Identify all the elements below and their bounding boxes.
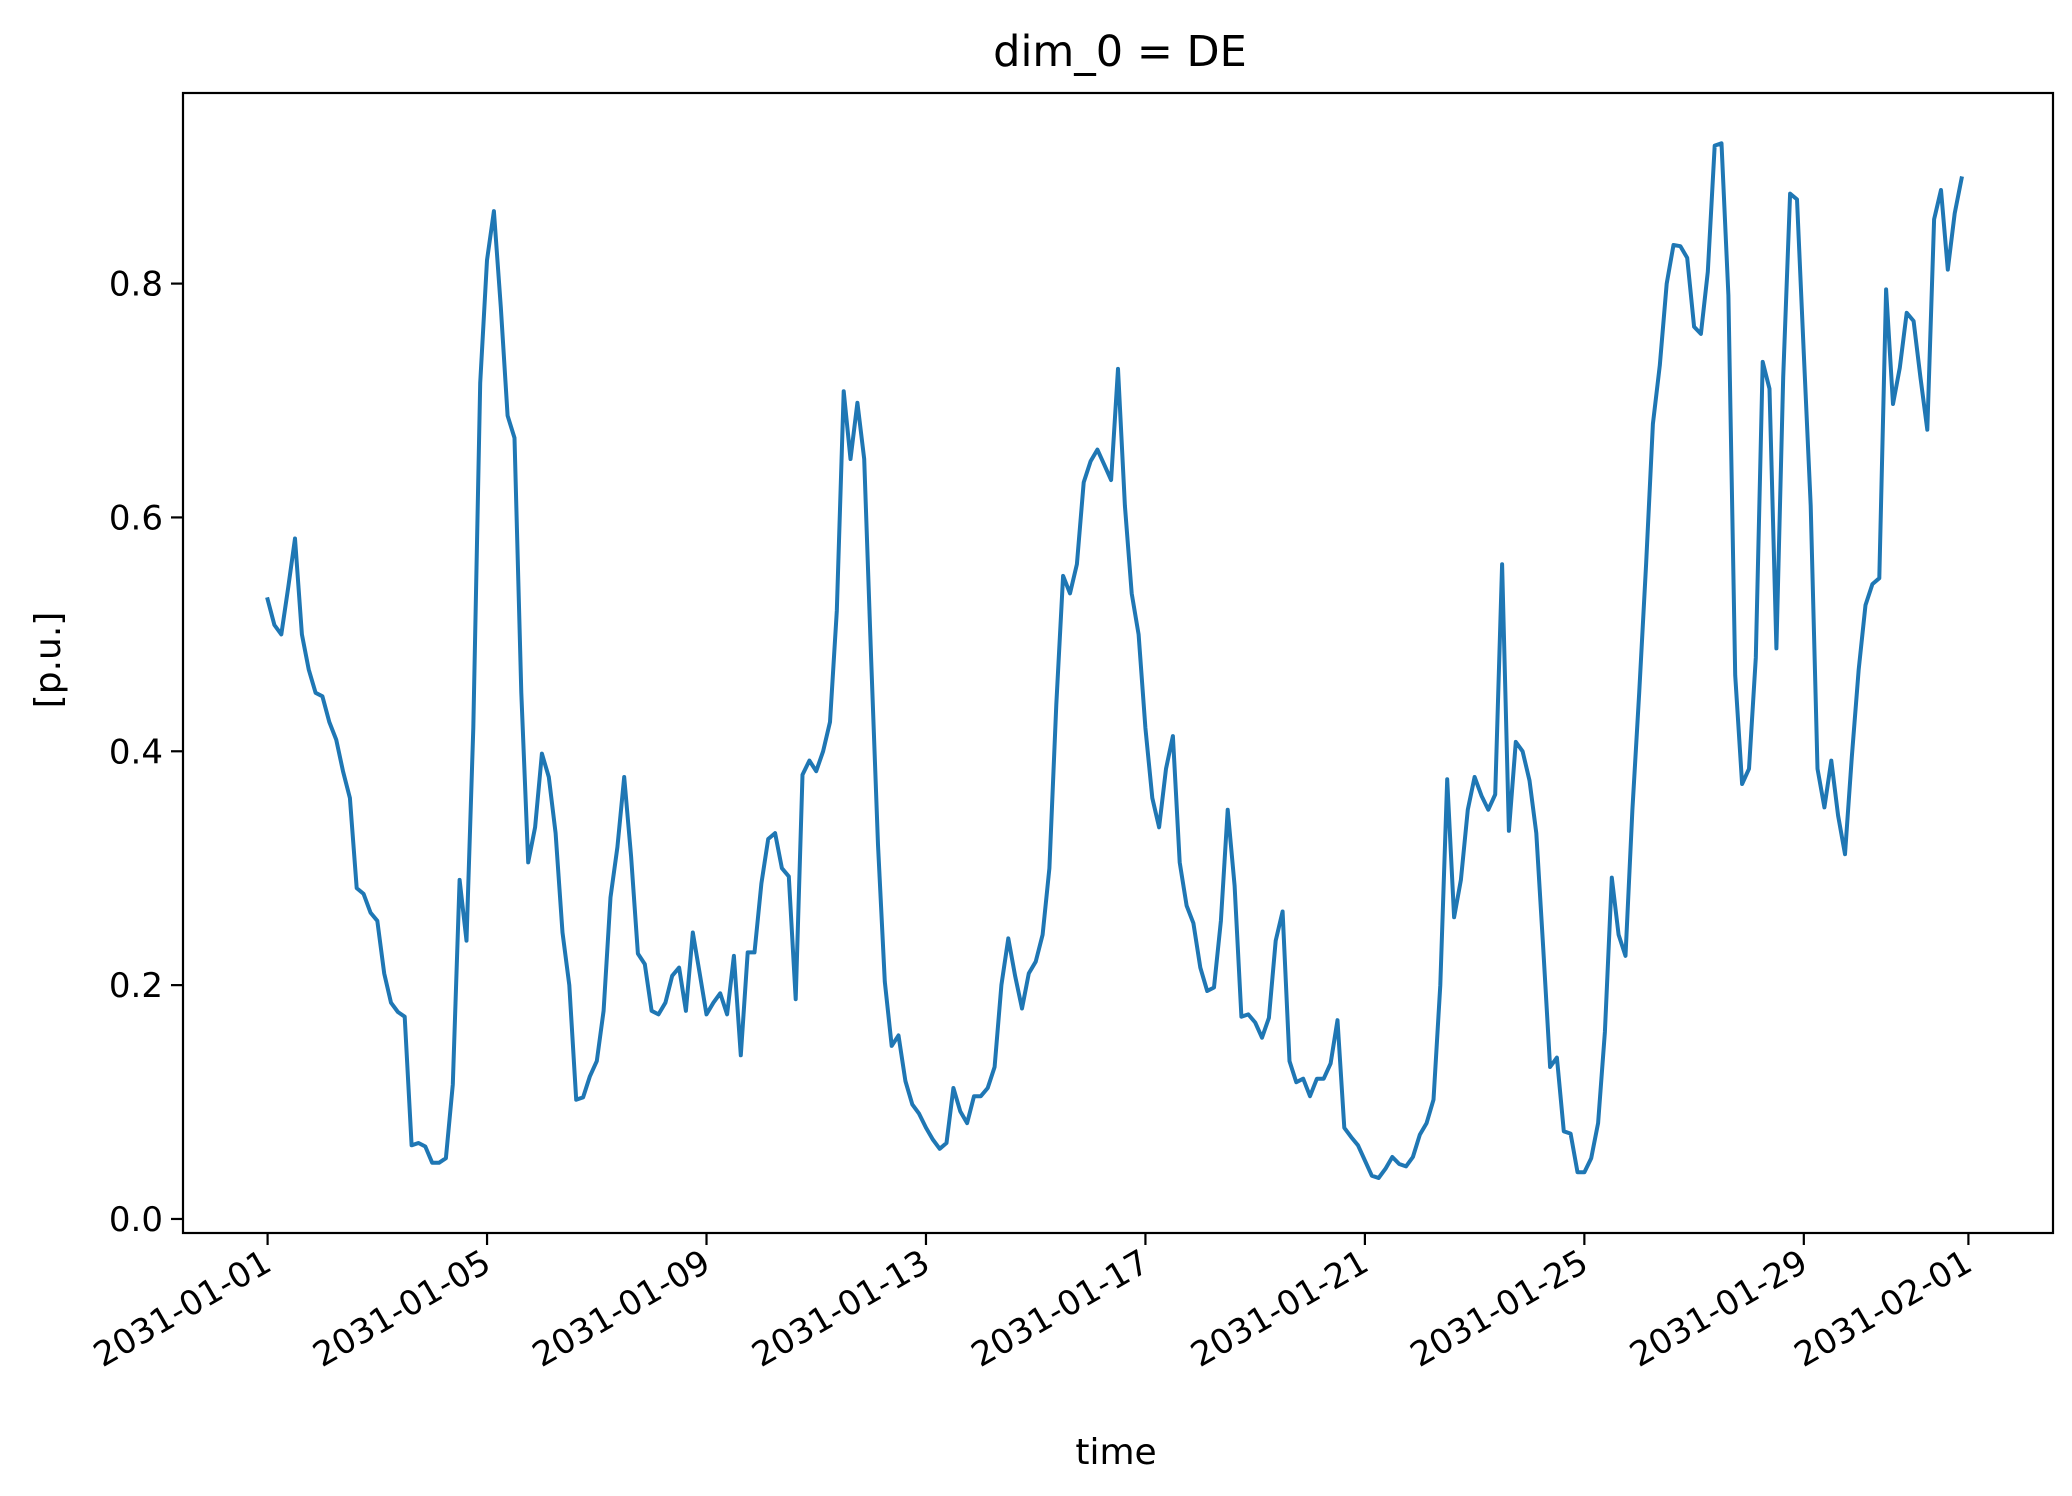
x-tick-label: 2031-01-29 — [1623, 1242, 1814, 1375]
x-tick-label: 2031-01-05 — [306, 1242, 497, 1375]
x-tick-label: 2031-01-01 — [87, 1242, 278, 1375]
x-tick-label: 2031-02-01 — [1788, 1242, 1979, 1375]
x-tick-label: 2031-01-17 — [965, 1242, 1156, 1375]
y-tick-label: 0.8 — [109, 265, 163, 305]
x-axis-ticks: 2031-01-01 2031-01-05 2031-01-09 2031-01-13… — [87, 1233, 1979, 1376]
y-tick-label: 0.4 — [109, 732, 163, 772]
x-tick-label: 2031-01-13 — [745, 1242, 936, 1375]
y-axis-label: [p.u.] — [28, 612, 69, 709]
x-tick-label: 2031-01-21 — [1184, 1242, 1375, 1375]
series-line — [265, 141, 1964, 1180]
y-tick-label: 0.0 — [109, 1200, 163, 1240]
y-tick-label: 0.2 — [109, 966, 163, 1006]
y-axis-ticks: 0.0 0.2 0.4 0.6 0.8 — [109, 265, 183, 1240]
x-tick-label: 2031-01-25 — [1404, 1242, 1595, 1375]
x-tick-label: 2031-01-09 — [526, 1242, 717, 1375]
x-axis-label: time — [1075, 1432, 1156, 1473]
series-layer — [265, 141, 1964, 1180]
y-tick-label: 0.6 — [109, 498, 163, 538]
chart-title: dim_0 = DE — [993, 27, 1247, 77]
plot-area-frame — [181, 91, 2055, 1235]
